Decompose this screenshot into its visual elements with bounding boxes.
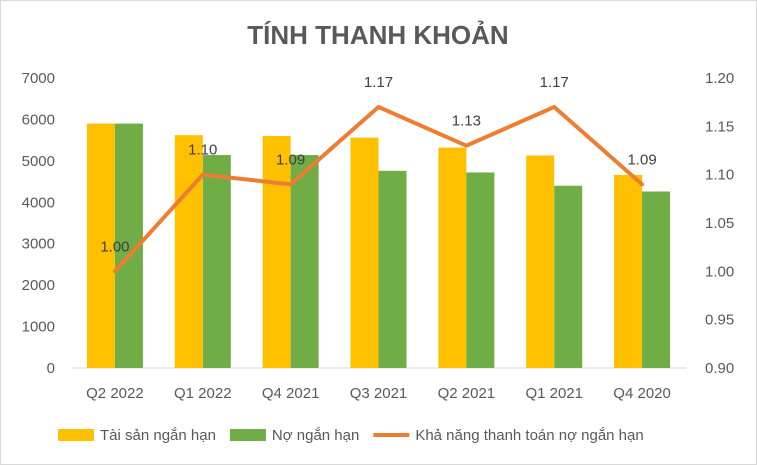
y-right-tick-label: 1.20 xyxy=(705,70,734,87)
line-data-label: 1.09 xyxy=(276,151,305,168)
bar-tai-san-ngan-han xyxy=(174,135,203,368)
line-data-label: 1.17 xyxy=(540,74,569,91)
x-tick-label: Q1 2022 xyxy=(174,385,232,402)
line-data-label: 1.17 xyxy=(364,74,393,91)
x-tick-label: Q3 2021 xyxy=(350,385,408,402)
legend-swatch xyxy=(229,429,266,441)
line-data-label: 1.00 xyxy=(100,238,129,255)
x-tick-label: Q1 2021 xyxy=(525,385,583,402)
axes: 0 1000 2000 3000 4000 5000 6000 7000 0.90 0.95 1.0… xyxy=(22,70,735,402)
line-data-label: 1.13 xyxy=(452,113,481,130)
y-left-tick-label: 6000 xyxy=(22,111,55,128)
x-tick-label: Q2 2021 xyxy=(438,385,496,402)
x-tick-label: Q4 2020 xyxy=(613,385,671,402)
x-tick-label: Q2 2022 xyxy=(86,385,144,402)
chart-title: TÍNH THANH KHOẢN xyxy=(247,20,508,50)
y-left-tick-label: 3000 xyxy=(22,236,55,253)
legend: Tài sản ngắn hạn Nợ ngắn hạn Khả năng than… xyxy=(58,427,644,444)
line-data-label: 1.10 xyxy=(188,142,217,159)
y-right-tick-label: 0.90 xyxy=(705,360,734,377)
y-right-tick-label: 1.00 xyxy=(705,263,734,280)
bar-tai-san-ngan-han xyxy=(350,137,379,368)
bar-tai-san-ngan-han xyxy=(262,136,291,368)
y-left-tick-label: 1000 xyxy=(22,319,55,336)
legend-label: Nợ ngắn hạn xyxy=(272,427,359,444)
y-left-tick-label: 0 xyxy=(47,360,55,377)
line-data-label: 1.09 xyxy=(627,151,656,168)
bar-no-ngan-han xyxy=(554,185,583,368)
y-left-tick-label: 2000 xyxy=(22,277,55,294)
y-left-tick-label: 5000 xyxy=(22,153,55,170)
y-left-tick-label: 7000 xyxy=(22,70,55,87)
y-right-tick-label: 0.95 xyxy=(705,312,734,329)
y-right-tick-label: 1.10 xyxy=(705,167,734,184)
bar-no-ngan-han xyxy=(202,155,231,368)
legend-swatch xyxy=(58,429,94,441)
bars-layer xyxy=(86,123,671,368)
legend-label: Khả năng thanh toán nợ ngắn hạn xyxy=(415,427,643,444)
bar-tai-san-ngan-han xyxy=(526,155,555,368)
line-layer: 1.00 1.10 1.09 1.17 1.13 1.17 1.09 xyxy=(100,74,657,274)
bar-no-ngan-han xyxy=(642,191,671,368)
bar-no-ngan-han xyxy=(290,155,319,368)
y-right-tick-label: 1.05 xyxy=(705,215,734,232)
bar-no-ngan-han xyxy=(378,170,407,368)
bar-tai-san-ngan-han xyxy=(438,147,467,368)
line-kha-nang-thanh-toan xyxy=(112,105,645,274)
y-right-tick-label: 1.15 xyxy=(705,118,734,135)
x-tick-label: Q4 2021 xyxy=(262,385,320,402)
bar-tai-san-ngan-han xyxy=(86,123,115,368)
legend-label: Tài sản ngắn hạn xyxy=(100,427,216,444)
bar-tai-san-ngan-han xyxy=(614,174,643,368)
y-left-tick-label: 4000 xyxy=(22,194,55,211)
bar-no-ngan-han xyxy=(466,172,495,368)
